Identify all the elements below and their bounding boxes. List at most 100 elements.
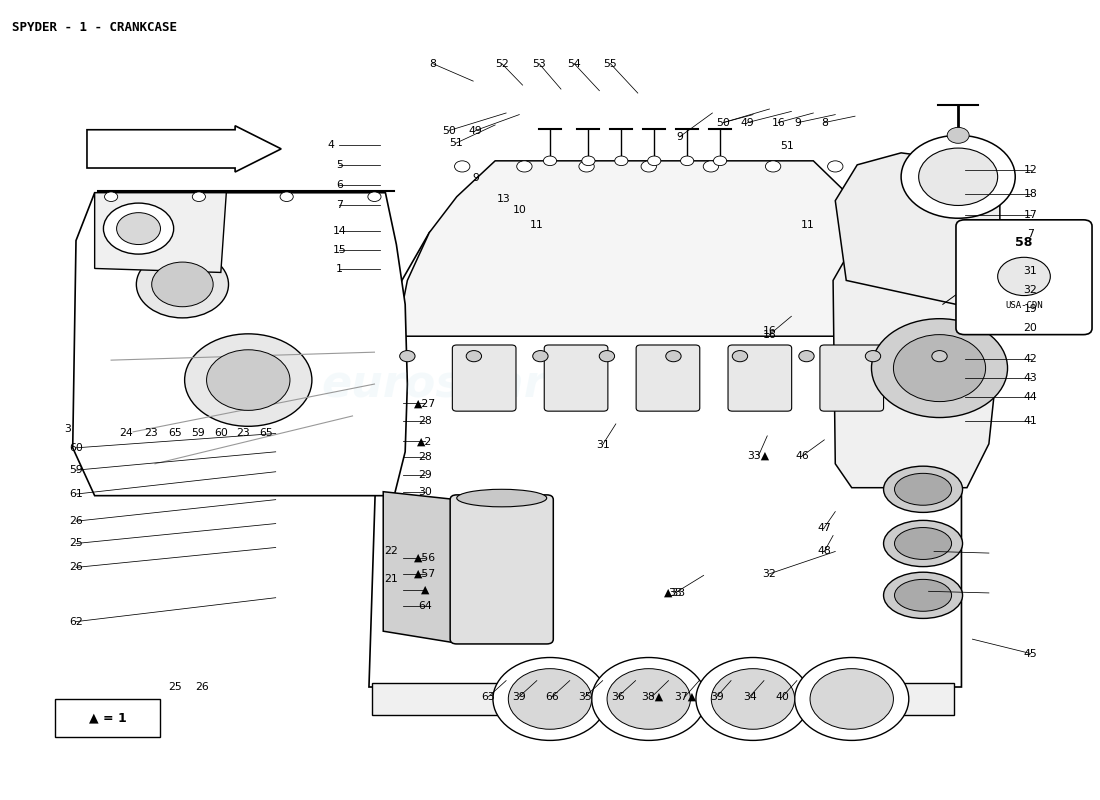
Circle shape [185,334,312,426]
Text: 64: 64 [418,601,432,610]
Text: 35: 35 [579,691,592,702]
Text: 25: 25 [69,538,82,549]
Circle shape [493,658,607,741]
Circle shape [454,161,470,172]
Text: 8: 8 [429,58,436,69]
Circle shape [794,658,909,741]
Circle shape [508,669,592,730]
Text: 62: 62 [69,617,82,626]
Text: 51: 51 [780,142,794,151]
Circle shape [712,669,794,730]
Circle shape [866,350,881,362]
Polygon shape [383,492,456,643]
Circle shape [696,658,810,741]
Circle shape [947,127,969,143]
Text: 13: 13 [497,194,510,204]
Text: 19: 19 [1024,304,1037,314]
Text: 65: 65 [258,429,273,438]
Text: 53: 53 [532,58,546,69]
Ellipse shape [883,572,962,618]
FancyBboxPatch shape [728,345,792,411]
Text: 11: 11 [530,220,543,230]
Text: 42: 42 [1024,354,1037,363]
Circle shape [641,161,657,172]
FancyArrow shape [87,126,282,172]
Text: 14: 14 [332,226,346,236]
Text: 7: 7 [1027,229,1034,239]
Text: 34: 34 [742,691,757,702]
Polygon shape [73,193,407,496]
Text: 52: 52 [495,58,508,69]
Text: 45: 45 [1024,649,1037,658]
Text: 9: 9 [676,132,683,142]
Circle shape [932,350,947,362]
Circle shape [901,135,1015,218]
Text: ▲57: ▲57 [414,569,436,578]
Text: ▲2: ▲2 [417,437,432,446]
Ellipse shape [894,527,952,559]
Polygon shape [396,161,923,336]
Text: 36: 36 [612,691,625,702]
Text: 51: 51 [449,138,462,148]
Text: 61: 61 [69,489,82,499]
Text: 4: 4 [327,140,334,150]
Circle shape [893,334,986,402]
Text: 10: 10 [513,206,526,215]
Circle shape [117,213,161,245]
Text: 5: 5 [336,160,343,170]
Text: 9: 9 [472,174,478,183]
Text: ▲33: ▲33 [664,588,686,598]
Text: 23: 23 [235,429,250,438]
Text: 26: 26 [69,562,82,573]
Text: 40: 40 [776,691,790,702]
Text: 9: 9 [794,118,802,127]
Text: 24: 24 [120,429,133,438]
Text: 55: 55 [604,58,617,69]
Text: 59: 59 [69,465,82,475]
Circle shape [918,148,998,206]
Text: 23: 23 [144,429,157,438]
Text: 16: 16 [762,326,777,337]
Text: 46: 46 [795,451,810,461]
Ellipse shape [456,490,547,507]
Text: 1: 1 [336,264,343,274]
Text: 59: 59 [191,429,205,438]
Circle shape [703,161,718,172]
Text: 65: 65 [168,429,182,438]
Text: 26: 26 [69,516,82,526]
Text: 26: 26 [196,682,209,692]
Circle shape [648,156,661,166]
Text: 33▲: 33▲ [747,451,770,461]
Circle shape [810,669,893,730]
Text: 28: 28 [418,416,432,426]
Circle shape [592,658,706,741]
FancyBboxPatch shape [956,220,1092,334]
Text: 37▲: 37▲ [674,691,696,702]
Polygon shape [368,193,961,687]
Text: 15: 15 [332,245,346,255]
Circle shape [532,350,548,362]
Circle shape [998,258,1050,295]
Circle shape [666,350,681,362]
Circle shape [871,318,1008,418]
Text: 29: 29 [418,470,432,480]
Text: ▲: ▲ [420,585,429,594]
Polygon shape [835,153,1000,304]
Text: 16: 16 [762,330,777,340]
Circle shape [733,350,748,362]
Polygon shape [833,229,994,488]
Text: 50: 50 [442,126,456,135]
Ellipse shape [883,520,962,566]
Text: ▲ = 1: ▲ = 1 [89,711,127,725]
Text: 11: 11 [801,220,815,230]
Text: 33: 33 [668,588,682,598]
Text: USA-CDN: USA-CDN [1005,302,1043,310]
Text: ▲27: ▲27 [414,398,436,408]
Text: 39: 39 [513,691,526,702]
Circle shape [152,262,213,306]
Circle shape [517,161,532,172]
Circle shape [543,156,557,166]
Text: 58: 58 [1015,237,1033,250]
Ellipse shape [883,466,962,513]
Text: 41: 41 [1024,416,1037,426]
